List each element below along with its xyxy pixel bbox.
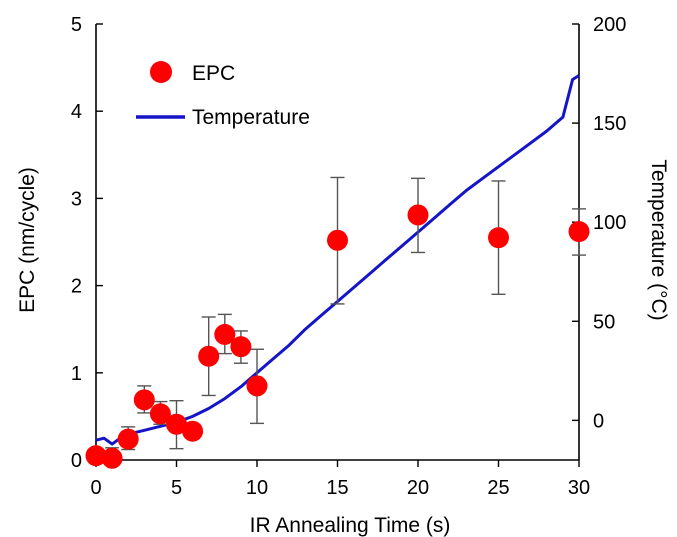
x-tick-label: 20 <box>407 477 429 499</box>
epc-point <box>182 420 204 442</box>
epc-point <box>568 221 590 243</box>
epc-point <box>133 389 155 411</box>
epc-point <box>488 227 509 249</box>
epc-point <box>85 445 107 467</box>
x-tick-label: 15 <box>326 477 348 499</box>
legend-epc-marker <box>150 61 172 83</box>
legend-epc-label: EPC <box>192 62 235 85</box>
x-tick-label: 10 <box>246 477 268 499</box>
left-y-tick-label: 4 <box>71 101 82 123</box>
temperature-series <box>95 74 580 446</box>
right-y-tick-label: 200 <box>593 14 626 36</box>
left-y-tick-label: 3 <box>71 188 82 210</box>
right-y-axis-title: Temperature (°C) <box>647 159 670 320</box>
right-y-tick-label: 150 <box>593 113 626 135</box>
left-y-axis-title: EPC (nm/cycle) <box>16 167 39 313</box>
epc-point <box>407 204 429 226</box>
epc-series <box>85 204 590 469</box>
epc-point <box>246 375 268 397</box>
temperature-line <box>95 74 580 446</box>
left-y-tick-label: 2 <box>71 276 82 298</box>
x-tick-label: 0 <box>90 477 101 499</box>
left-y-tick-label: 1 <box>71 363 82 385</box>
epc-point <box>198 345 220 367</box>
epc-point <box>101 447 123 469</box>
epc-point <box>327 229 348 251</box>
x-tick-label: 30 <box>568 477 590 499</box>
epc-point <box>230 336 252 358</box>
epc-point <box>117 428 139 450</box>
right-y-tick-label: 0 <box>593 410 604 432</box>
x-tick-label: 25 <box>487 477 509 499</box>
right-y-tick-label: 50 <box>593 311 615 333</box>
x-tick-label: 5 <box>171 477 182 499</box>
left-y-tick-label: 0 <box>71 450 82 472</box>
legend: EPC Temperature <box>136 61 310 129</box>
right-y-tick-label: 100 <box>593 212 626 234</box>
legend-temperature-label: Temperature <box>192 106 310 129</box>
x-axis-title: IR Annealing Time (s) <box>250 514 451 537</box>
epc-point <box>149 403 171 425</box>
epc-point <box>166 413 187 435</box>
left-y-tick-label: 5 <box>71 14 82 36</box>
epc-point <box>214 323 236 345</box>
